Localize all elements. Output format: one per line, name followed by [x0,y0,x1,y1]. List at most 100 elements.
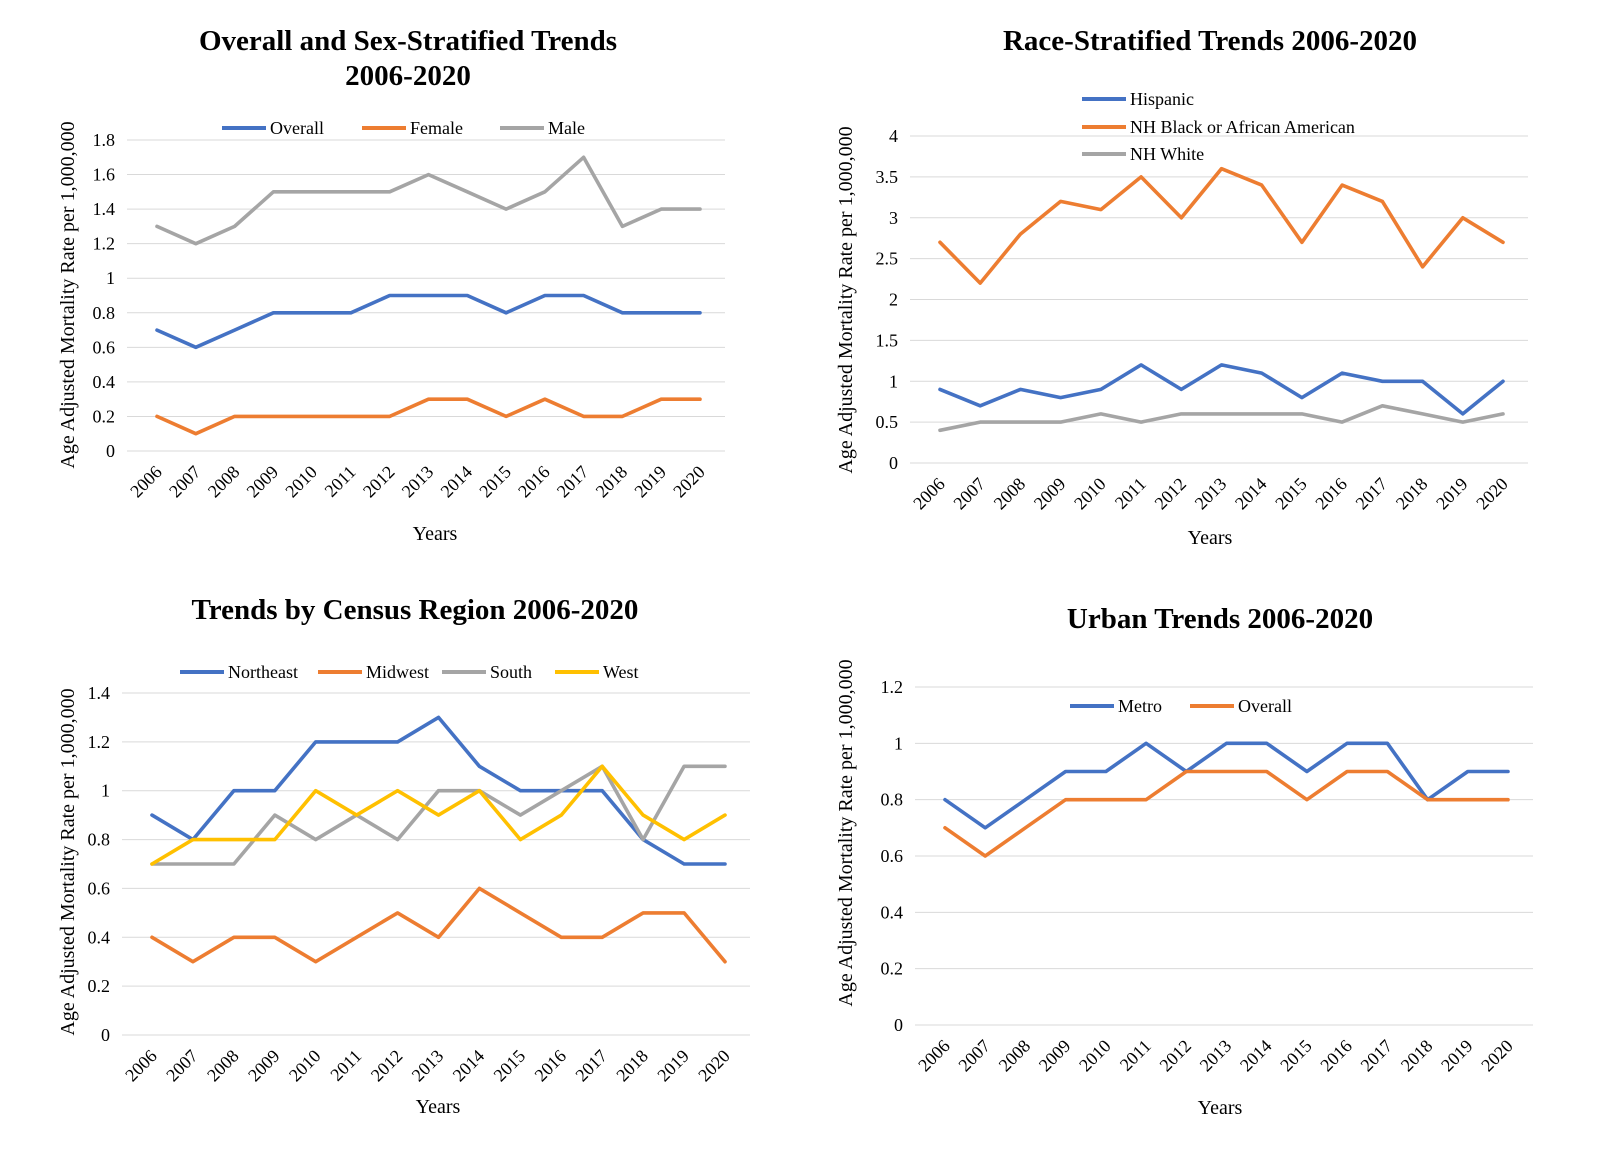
y-tick-label: 1.2 [93,234,116,254]
x-tick-label: 2008 [203,1046,243,1086]
legend-label: NH White [1130,144,1204,164]
y-tick-label: 0 [889,453,898,473]
legend-label: Metro [1118,696,1162,716]
y-tick-label: 1 [894,733,903,753]
x-tick-label: 2018 [1397,1036,1437,1076]
chart-title: Urban Trends 2006-2020 [1067,603,1373,635]
y-tick-label: 0.5 [876,412,899,432]
chart-title: Overall and Sex-Stratified Trends [199,25,617,57]
x-tick-label: 2017 [571,1046,611,1086]
y-tick-label: 3 [889,208,898,228]
y-axis-title: Age Adjusted Mortality Rate per 1,000,00… [835,659,857,1006]
y-tick-label: 1.2 [881,677,904,697]
series-line-overall [943,769,1510,858]
y-tick-label: 4 [889,126,898,146]
chart-title: Race-Stratified Trends 2006-2020 [1003,25,1417,57]
chart-panel-2: Race-Stratified Trends 2006-2020 0 0.5 1 1.5… [835,25,1528,549]
series-line-midwest [150,886,727,964]
y-tick-label: 0.2 [93,406,116,426]
x-tick-label: 2015 [1276,1036,1316,1076]
x-tick-label: 2012 [367,1046,407,1086]
series-line-female [155,397,702,436]
x-tick-label: 2006 [909,474,949,514]
legend-label: Male [548,118,585,138]
y-tick-label: 2 [889,290,898,310]
x-tick-label: 2017 [1352,474,1392,514]
series-line-hispanic [938,363,1505,416]
x-tick-label: 2011 [1116,1036,1155,1075]
x-tick-label: 2020 [1477,1036,1517,1076]
y-tick-label: 0.4 [88,927,111,947]
series-line-metro [943,741,1510,830]
series-line-male [155,155,702,246]
x-tick-label: 2015 [490,1046,530,1086]
x-tick-label: 2018 [592,462,632,502]
x-tick-label: 2010 [281,462,321,502]
x-tick-label: 2015 [475,462,515,502]
x-axis-title: Years [1188,527,1233,549]
legend: Metro Overall [1070,696,1292,716]
x-tick-label: 2012 [1151,474,1191,514]
legend-label: NH Black or African American [1130,117,1355,137]
y-tick-label: 1.6 [93,165,116,185]
x-tick-label: 2013 [1196,1036,1236,1076]
x-tick-label: 2014 [437,462,477,502]
chart-title: Trends by Census Region 2006-2020 [192,594,639,626]
x-axis-title: Years [416,1096,461,1118]
x-tick-label: 2020 [694,1046,734,1086]
legend: Northeast Midwest South West [180,662,639,682]
y-tick-label: 0.4 [93,372,116,392]
x-tick-label: 2007 [949,474,989,514]
y-tick-label: 1.2 [88,732,111,752]
x-axis-title: Years [413,523,458,545]
x-tick-label: 2008 [204,462,244,502]
legend-label: Midwest [366,662,429,682]
x-tick-label: 2010 [1075,1036,1115,1076]
x-tick-label: 2020 [669,462,709,502]
y-tick-label: 0.6 [88,878,111,898]
series-line-west [150,764,727,866]
x-tick-label: 2007 [162,1046,202,1086]
y-tick-label: 1.4 [93,199,116,219]
x-tick-label: 2013 [1191,474,1231,514]
legend: Hispanic NH Black or African American NH W… [1082,89,1355,164]
x-tick-label: 2016 [531,1046,571,1086]
series-line-northeast [150,715,727,866]
y-tick-label: 2.5 [876,249,899,269]
y-axis-title: Age Adjusted Mortality Rate per 1,000,00… [835,126,857,473]
x-tick-label: 2013 [398,462,438,502]
legend-label: Northeast [228,662,298,682]
x-tick-label: 2012 [1156,1036,1196,1076]
y-axis-title: Age Adjusted Mortality Rate per 1,000,00… [57,121,79,468]
x-tick-label: 2018 [612,1046,652,1086]
chart-panel-1: Overall and Sex-Stratified Trends2006-20… [57,25,725,545]
x-tick-label: 2019 [1437,1036,1477,1076]
y-tick-label: 0 [101,1025,110,1045]
series-line-nh-white [938,403,1505,433]
x-tick-label: 2009 [1035,1036,1075,1076]
x-tick-label: 2018 [1392,474,1432,514]
y-tick-label: 0.8 [88,830,111,850]
x-tick-label: 2012 [359,462,399,502]
series-line-nh-black-or-african-american [938,166,1505,285]
chart-subtitle: 2006-2020 [345,60,471,92]
y-axis-title: Age Adjusted Mortality Rate per 1,000,00… [57,688,79,1035]
legend-label: South [490,662,532,682]
x-tick-label: 2010 [1070,474,1110,514]
x-axis-title: Years [1198,1097,1243,1119]
x-tick-label: 2011 [321,462,360,501]
y-tick-label: 1 [101,781,110,801]
y-tick-label: 0.6 [881,846,904,866]
x-tick-label: 2014 [1236,1036,1276,1076]
x-tick-label: 2006 [914,1036,954,1076]
y-tick-label: 0.2 [88,976,111,996]
x-tick-label: 2010 [285,1046,325,1086]
x-tick-label: 2015 [1271,474,1311,514]
y-tick-label: 1.4 [88,683,111,703]
x-tick-label: 2011 [326,1046,365,1085]
x-tick-label: 2011 [1111,474,1150,513]
legend: Overall Female Male [222,118,585,138]
y-tick-label: 0 [894,1015,903,1035]
x-tick-label: 2019 [630,462,670,502]
